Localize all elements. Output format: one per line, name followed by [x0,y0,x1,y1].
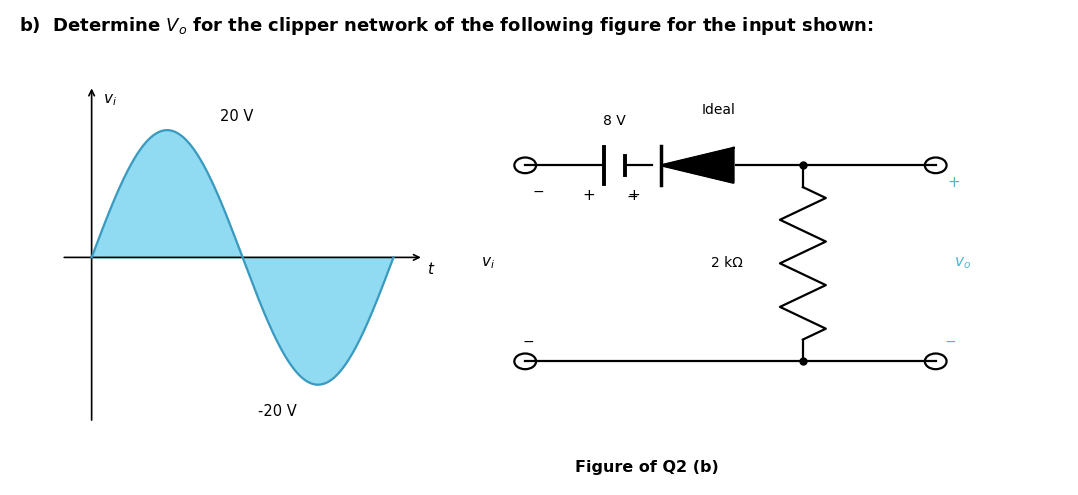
Text: b)  Determine $V_o$ for the clipper network of the following figure for the inpu: b) Determine $V_o$ for the clipper netwo… [19,15,874,37]
Text: $t$: $t$ [427,260,436,277]
Text: -20 V: -20 V [258,404,296,419]
Text: −: − [944,335,956,349]
Text: −: − [626,190,638,204]
Text: $v_i$: $v_i$ [103,92,116,107]
Text: −: − [523,335,534,349]
Text: Ideal: Ideal [702,103,735,117]
Text: 8 V: 8 V [603,114,625,128]
Text: $v_o$: $v_o$ [954,255,971,271]
Text: +: + [948,175,960,190]
Text: +: + [582,188,595,203]
Text: 2 kΩ: 2 kΩ [710,256,743,270]
Text: Figure of Q2 (b): Figure of Q2 (b) [575,460,719,475]
Text: +: + [627,188,640,203]
Text: 20 V: 20 V [220,109,253,124]
Polygon shape [661,148,733,183]
Text: $v_i$: $v_i$ [481,255,495,271]
Text: −: − [533,185,544,199]
